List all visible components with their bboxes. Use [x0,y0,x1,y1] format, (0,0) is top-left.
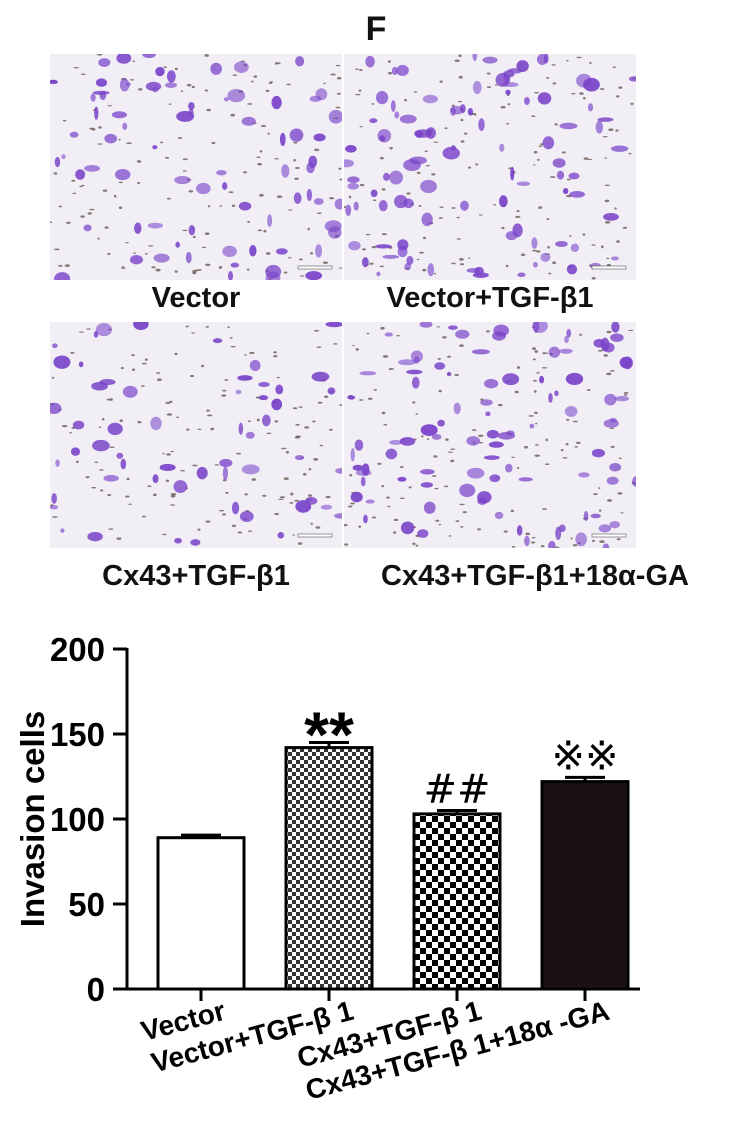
significance-mark: ** [304,699,354,771]
significance-mark: ## [423,767,490,813]
bar-2 [412,812,502,991]
y-axis-label: Invasion cells [14,711,51,927]
caption-vector: Vector [151,282,241,314]
bar-0 [156,836,246,991]
caption-cx43-tgf: Cx43+TGF-β1 [102,560,290,592]
bar-3 [540,780,630,991]
y-tick-label: 200 [50,631,105,668]
bar-1 [284,746,374,991]
caption-vector-tgf: Vector+TGF-β1 [386,282,594,314]
y-tick-label: 0 [87,971,105,1008]
y-tick-label: 100 [50,801,105,838]
y-tick-label: 50 [68,886,105,923]
y-tick-label: 150 [50,716,105,753]
caption-cx43-tgf-18aga: Cx43+TGF-β1+18α-GA [381,560,689,592]
micrograph-svg [50,54,342,280]
micrograph-cx43-tgf-18aga [344,322,636,548]
micrograph-svg [50,322,342,548]
micrograph-vector [50,54,342,280]
micrograph-cx43-tgf [50,322,342,548]
micrograph-svg [344,54,636,280]
micrograph-svg [344,322,636,548]
significance-mark: ※※ [551,733,618,779]
panel-letter: F [365,10,387,48]
micrograph-vector-tgf [344,54,636,280]
